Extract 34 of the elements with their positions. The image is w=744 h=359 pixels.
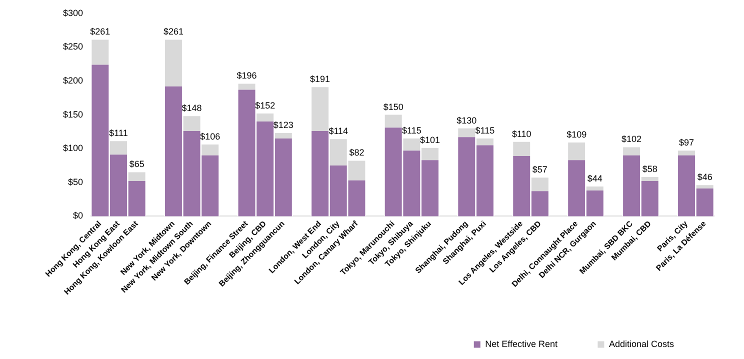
total-label: $148: [182, 103, 202, 114]
total-label: $115: [402, 125, 422, 136]
total-label: $115: [475, 125, 495, 136]
y-tick-label: $150: [62, 109, 84, 120]
total-label: $97: [679, 138, 694, 148]
total-label: $191: [310, 74, 330, 84]
legend-label: Additional Costs: [608, 338, 674, 349]
y-tick-label: $200: [62, 75, 84, 86]
total-label: $123: [273, 120, 294, 130]
total-label: $111: [109, 128, 128, 138]
total-label: $110: [512, 128, 532, 139]
total-label: $152: [255, 100, 276, 110]
total-label: $106: [200, 132, 220, 142]
total-label: $261: [163, 26, 184, 37]
total-label: $82: [349, 148, 364, 158]
total-label: $101: [420, 134, 440, 145]
y-tick-label: $0: [73, 210, 84, 221]
total-label: $114: [328, 126, 348, 136]
legend-label: Net Effective Rent: [485, 338, 558, 349]
total-label: $58: [642, 164, 658, 174]
total-label: $196: [236, 70, 257, 81]
total-label: $261: [90, 26, 110, 37]
y-tick-label: $100: [62, 143, 84, 154]
total-label: $46: [697, 172, 712, 182]
y-tick-label: $300: [62, 8, 84, 18]
total-label: $44: [587, 173, 602, 184]
total-label: $57: [532, 164, 548, 175]
total-label: $65: [129, 159, 144, 170]
y-tick-label: $50: [68, 176, 84, 187]
y-tick-label: $250: [62, 42, 84, 52]
total-label: $150: [383, 102, 404, 112]
total-label: $102: [622, 134, 642, 144]
total-label: $109: [566, 129, 587, 140]
total-label: $130: [456, 115, 477, 126]
